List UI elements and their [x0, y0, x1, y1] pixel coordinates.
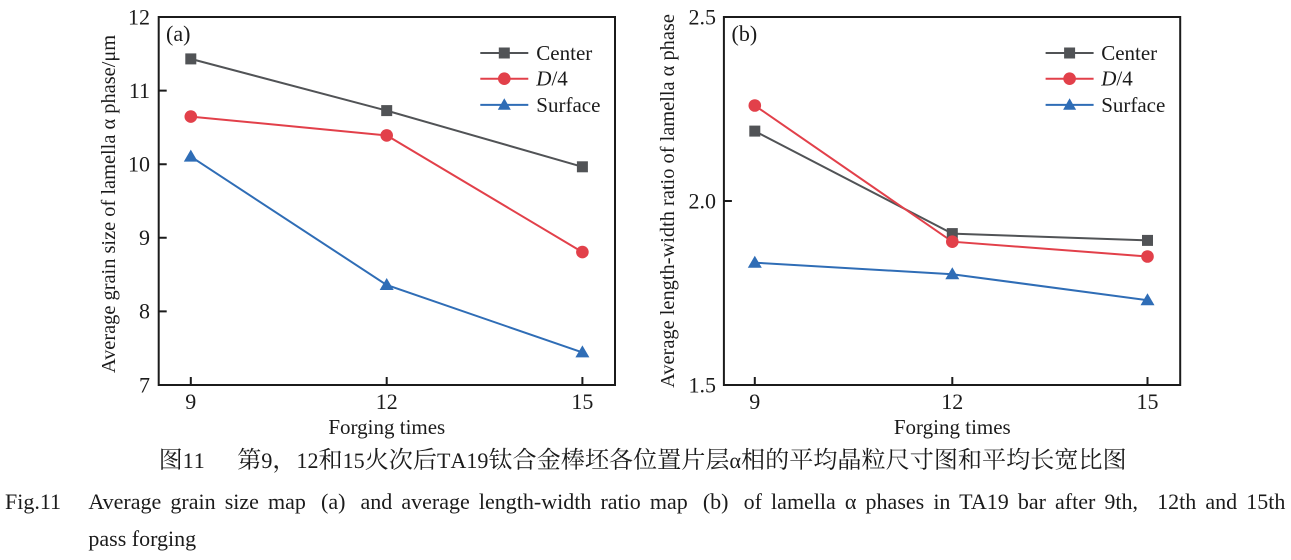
svg-text:9: 9	[749, 389, 760, 414]
svg-text:Average grain size of lamella: Average grain size of lamella α phase/μm	[98, 35, 120, 373]
svg-text:Forging times: Forging times	[894, 415, 1011, 439]
svg-text:9: 9	[185, 389, 196, 414]
svg-text:10: 10	[128, 152, 150, 177]
svg-text:(a): (a)	[166, 21, 190, 46]
svg-text:2.5: 2.5	[689, 4, 717, 29]
svg-text:7: 7	[139, 372, 150, 397]
svg-text:(b): (b)	[732, 21, 758, 46]
svg-text:Surface: Surface	[1101, 93, 1165, 117]
svg-text:12: 12	[128, 4, 150, 29]
svg-text:9: 9	[139, 225, 150, 250]
svg-text:Center: Center	[1101, 41, 1157, 65]
svg-text:11: 11	[129, 78, 150, 103]
svg-text:Forging times: Forging times	[328, 415, 445, 439]
svg-text:Center: Center	[536, 41, 592, 65]
svg-text:Average length-width ratio of: Average length-width ratio of lamella α …	[657, 14, 679, 388]
svg-text:12: 12	[941, 389, 963, 414]
svg-text:D/4: D/4	[1100, 67, 1133, 91]
svg-text:8: 8	[139, 299, 150, 324]
svg-text:12: 12	[376, 389, 398, 414]
svg-text:1.5: 1.5	[689, 372, 717, 397]
svg-text:Surface: Surface	[536, 93, 600, 117]
svg-text:2.0: 2.0	[689, 188, 717, 213]
svg-text:15: 15	[571, 389, 593, 414]
svg-text:D/4: D/4	[535, 67, 568, 91]
svg-text:15: 15	[1137, 389, 1159, 414]
